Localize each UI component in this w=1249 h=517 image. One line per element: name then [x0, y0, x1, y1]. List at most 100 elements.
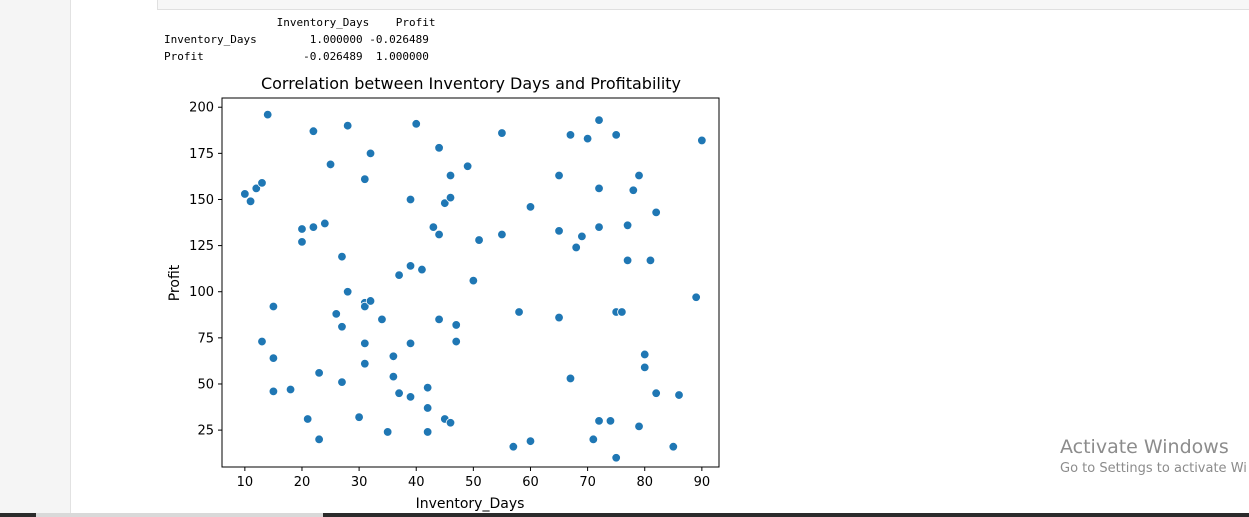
data-point-89 — [634, 170, 644, 181]
data-point-3 — [257, 178, 267, 188]
data-point-98 — [691, 292, 701, 302]
previous-code-cell[interactable] — [157, 0, 1249, 10]
taskbar-mid — [36, 513, 323, 517]
data-point-58 — [451, 336, 461, 347]
data-point-66 — [525, 202, 536, 212]
data-point-61 — [474, 235, 484, 245]
data-point-95 — [651, 388, 661, 398]
data-point-87 — [622, 255, 633, 266]
data-point-88 — [628, 185, 639, 195]
notebook-left-gutter — [0, 0, 71, 513]
data-point-34 — [382, 427, 393, 437]
data-point-79 — [594, 222, 604, 232]
data-point-41 — [405, 338, 416, 349]
x-tick-label: 40 — [408, 475, 425, 490]
data-point-36 — [388, 371, 399, 382]
axes-frame — [221, 97, 720, 468]
data-point-20 — [337, 251, 347, 262]
data-point-37 — [394, 270, 404, 280]
scatter-chart: Correlation between Inventory Days and P… — [167, 74, 720, 512]
x-tick-label: 80 — [636, 475, 653, 490]
data-point-25 — [354, 412, 364, 422]
activate-windows-title: Activate Windows — [1060, 436, 1229, 458]
data-point-43 — [411, 119, 421, 129]
x-tick-label: 30 — [351, 475, 368, 490]
data-point-80 — [594, 416, 604, 426]
data-point-65 — [514, 307, 524, 317]
taskbar-right — [323, 513, 1249, 517]
data-point-52 — [440, 198, 450, 208]
x-axis-ticks: 10 20 30 40 50 60 70 80 90 — [237, 467, 711, 490]
data-point-26 — [360, 174, 370, 184]
data-point-81 — [605, 416, 616, 426]
data-point-57 — [451, 320, 461, 330]
y-tick-label: 175 — [189, 147, 214, 162]
data-point-51 — [434, 314, 444, 325]
data-point-46 — [422, 403, 433, 413]
data-point-60 — [468, 275, 479, 286]
data-point-62 — [497, 128, 507, 138]
y-tick-label: 25 — [197, 424, 214, 439]
data-point-18 — [325, 159, 336, 170]
data-point-82 — [611, 130, 621, 140]
taskbar-left — [0, 513, 36, 517]
x-tick-label: 50 — [465, 475, 482, 490]
data-point-71 — [565, 130, 576, 140]
data-point-84 — [611, 453, 621, 463]
correlation-output: Inventory_Days Profit Inventory_Days 1.0… — [164, 16, 436, 63]
y-tick-label: 100 — [189, 285, 214, 300]
data-point-49 — [434, 143, 444, 153]
data-point-59 — [462, 161, 473, 171]
data-point-45 — [422, 382, 433, 393]
x-tick-label: 10 — [237, 475, 254, 490]
y-tick-label: 125 — [189, 239, 214, 254]
x-tick-label: 20 — [294, 475, 311, 490]
data-point-76 — [588, 434, 599, 445]
data-point-44 — [417, 264, 427, 275]
data-point-28 — [360, 301, 370, 312]
plot-area — [221, 97, 720, 468]
data-point-47 — [422, 427, 433, 437]
data-point-31 — [365, 148, 376, 159]
y-axis-ticks: 25 50 75 100 125 150 175 200 — [189, 101, 222, 439]
data-point-68 — [554, 170, 564, 181]
data-point-97 — [674, 390, 684, 400]
data-point-90 — [634, 421, 644, 432]
data-point-93 — [645, 255, 656, 266]
x-tick-label: 60 — [522, 475, 539, 490]
data-point-39 — [405, 194, 416, 205]
data-point-23 — [342, 120, 353, 131]
data-point-69 — [554, 226, 564, 236]
data-point-63 — [497, 229, 507, 240]
data-point-86 — [622, 220, 633, 231]
data-point-30 — [360, 358, 370, 369]
data-point-94 — [651, 207, 661, 218]
data-point-15 — [314, 368, 324, 378]
data-point-5 — [263, 109, 273, 120]
data-point-21 — [337, 322, 347, 332]
data-point-99 — [697, 135, 707, 146]
data-point-29 — [360, 338, 370, 349]
y-tick-label: 50 — [197, 377, 214, 392]
data-point-35 — [388, 351, 399, 362]
x-tick-label: 70 — [579, 475, 596, 490]
data-point-24 — [342, 287, 353, 297]
x-tick-label: 90 — [694, 475, 711, 490]
data-point-6 — [268, 301, 279, 312]
data-point-85 — [617, 307, 627, 317]
data-point-14 — [308, 222, 319, 232]
data-point-32 — [365, 296, 376, 306]
x-axis-label: Inventory_Days — [416, 496, 525, 512]
data-point-73 — [571, 242, 581, 253]
y-tick-label: 150 — [189, 193, 214, 208]
data-point-56 — [445, 418, 456, 428]
data-point-64 — [508, 442, 519, 452]
y-axis-label: Profit — [167, 264, 183, 301]
data-point-11 — [297, 237, 307, 247]
data-point-4 — [257, 336, 267, 347]
y-tick-label: 75 — [197, 331, 214, 346]
data-point-75 — [582, 133, 593, 144]
data-point-10 — [297, 224, 307, 234]
data-point-78 — [594, 183, 604, 194]
data-point-50 — [434, 229, 444, 240]
